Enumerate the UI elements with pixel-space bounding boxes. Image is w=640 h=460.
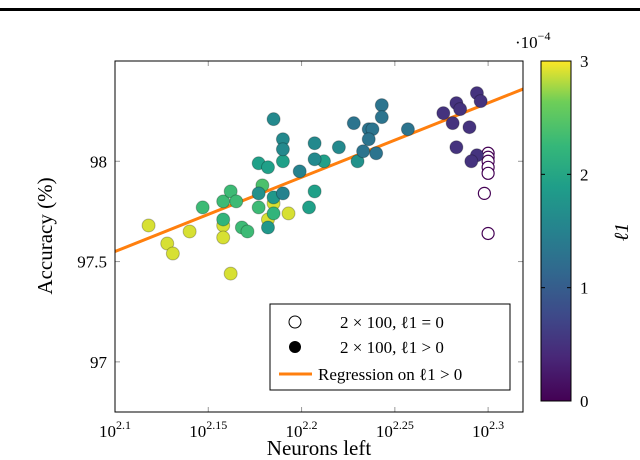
data-point-l1-positive bbox=[473, 94, 488, 109]
data-point-l1-positive bbox=[182, 224, 197, 239]
data-point-l1-positive bbox=[445, 116, 460, 131]
data-point-l1-positive bbox=[260, 160, 275, 175]
data-point-l1-positive bbox=[369, 146, 384, 161]
data-point-l1-positive bbox=[223, 184, 238, 199]
data-point-l1-positive bbox=[292, 164, 307, 179]
data-point-l1-positive bbox=[464, 154, 479, 169]
data-point-l1-positive bbox=[266, 112, 281, 127]
data-point-l1-positive bbox=[216, 212, 231, 227]
data-point-l1-positive bbox=[216, 230, 231, 245]
data-point-l1-positive bbox=[251, 186, 266, 201]
data-point-l1-positive bbox=[216, 194, 231, 209]
data-point-l1-positive bbox=[165, 246, 180, 261]
legend-hollow-marker bbox=[288, 315, 302, 329]
data-point-l1-positive bbox=[266, 206, 281, 221]
x-tick-label: 102.2 bbox=[286, 418, 318, 441]
data-point-l1-positive bbox=[160, 236, 175, 251]
data-point-l1-zero bbox=[477, 186, 491, 200]
data-point-l1-positive bbox=[356, 144, 371, 159]
data-point-l1-positive bbox=[302, 200, 317, 215]
regression-line bbox=[115, 87, 523, 253]
data-point-l1-positive bbox=[260, 220, 275, 235]
data-point-l1-positive bbox=[251, 200, 266, 215]
data-point-l1-positive bbox=[331, 140, 346, 155]
plot-area bbox=[115, 86, 523, 281]
y-tick-label: 97.5 bbox=[77, 253, 107, 272]
data-point-l1-positive bbox=[195, 200, 210, 215]
data-point-l1-positive bbox=[307, 136, 322, 151]
data-point-l1-zero bbox=[481, 166, 495, 180]
legend-entry-hollow: 2 × 100, ℓ1 = 0 bbox=[340, 313, 444, 332]
data-point-l1-positive bbox=[307, 152, 322, 167]
x-tick-label: 102.1 bbox=[99, 418, 131, 441]
colorbar-gradient bbox=[540, 60, 572, 402]
data-point-l1-positive bbox=[275, 154, 290, 169]
data-point-l1-positive bbox=[436, 106, 451, 121]
x-tick-label: 102.15 bbox=[189, 418, 227, 441]
data-point-l1-zero bbox=[481, 226, 495, 241]
data-point-l1-positive bbox=[374, 110, 389, 125]
x-tick-label: 102.25 bbox=[376, 418, 414, 441]
data-point-l1-positive bbox=[229, 194, 244, 209]
data-point-l1-positive bbox=[275, 186, 290, 201]
data-point-l1-positive bbox=[453, 102, 468, 117]
data-point-l1-positive bbox=[374, 98, 389, 113]
plot-frame bbox=[114, 60, 524, 413]
data-point-l1-positive bbox=[361, 132, 376, 147]
data-point-l1-positive bbox=[223, 266, 238, 281]
data-point-l1-positive bbox=[275, 142, 290, 157]
y-tick-label: 98 bbox=[90, 152, 107, 171]
x-tick-label: 102.3 bbox=[472, 418, 504, 441]
legend: 2 × 100, ℓ1 = 0 2 × 100, ℓ1 > 0 Regressi… bbox=[269, 303, 511, 391]
data-point-l1-positive bbox=[141, 218, 156, 233]
colorbar-tick-label: 3 bbox=[580, 52, 589, 71]
data-point-l1-positive bbox=[350, 154, 365, 169]
legend-filled-marker bbox=[289, 341, 301, 353]
data-point-l1-positive bbox=[281, 206, 296, 221]
data-point-l1-positive bbox=[307, 184, 322, 199]
data-point-l1-positive bbox=[346, 116, 361, 131]
data-point-l1-positive bbox=[462, 120, 477, 135]
plot-axes: 102.1 102.15 102.2 102.25 102.3 97 97.5 98 bbox=[77, 61, 523, 441]
colorbar-label: ℓ1 bbox=[611, 223, 633, 241]
y-axis-label: Accuracy (%) bbox=[33, 177, 57, 294]
colorbar-multiplier: ·10−4 bbox=[515, 29, 550, 52]
data-point-l1-positive bbox=[240, 224, 255, 239]
legend-box bbox=[269, 303, 511, 391]
data-point-l1-positive bbox=[400, 122, 415, 137]
colorbar-tick-label: 2 bbox=[580, 165, 589, 184]
legend-entry-regression: Regression on ℓ1 > 0 bbox=[318, 365, 462, 384]
legend-entry-filled: 2 × 100, ℓ1 > 0 bbox=[340, 338, 444, 357]
colorbar: 0 1 2 3 ·10−4 ℓ1 bbox=[515, 29, 633, 411]
header-rule bbox=[0, 8, 640, 11]
colorbar-tick-label: 0 bbox=[580, 392, 589, 411]
colorbar-tick-label: 1 bbox=[580, 279, 589, 298]
y-tick-label: 97 bbox=[90, 353, 108, 372]
x-axis-label: Neurons left bbox=[267, 436, 372, 460]
data-point-l1-positive bbox=[449, 140, 464, 155]
